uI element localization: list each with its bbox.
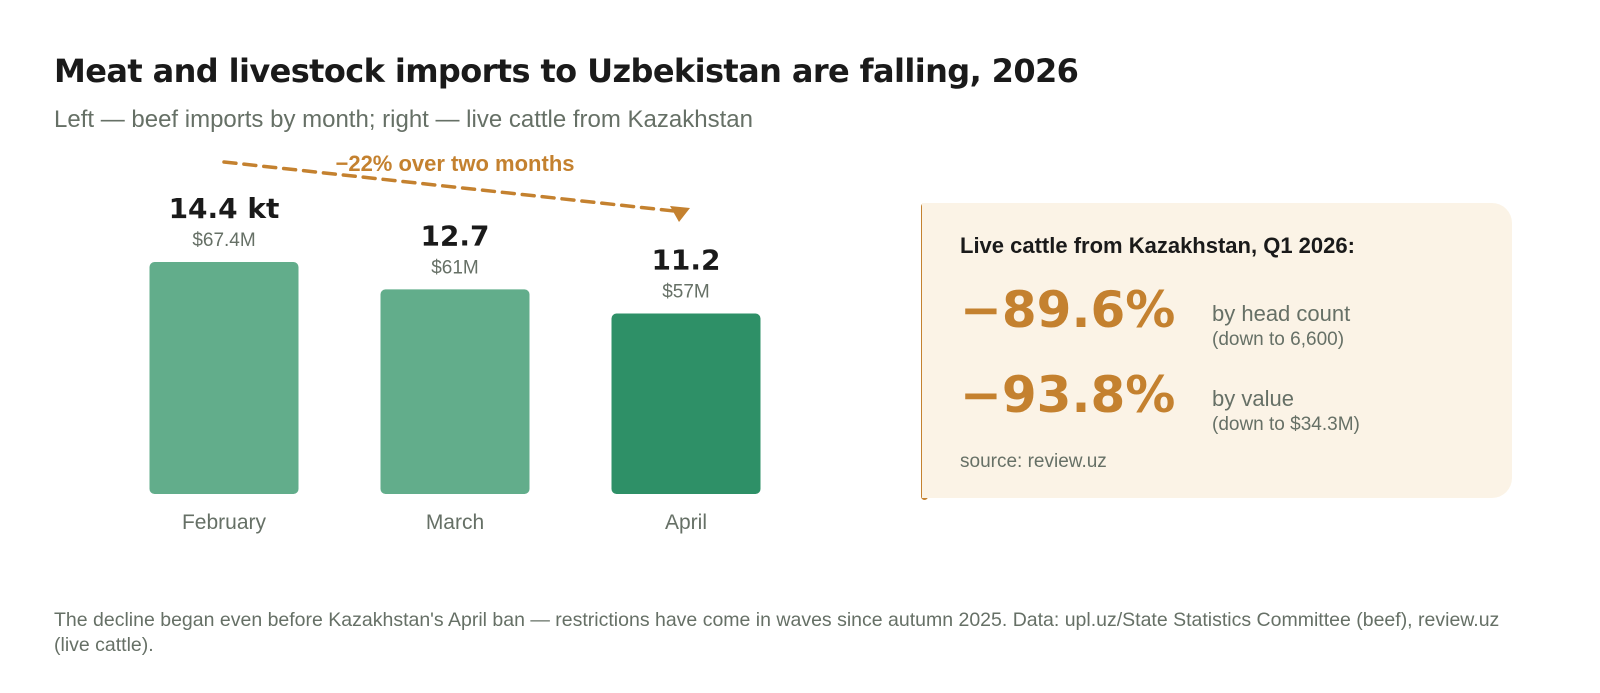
bar-value-label: 12.7 xyxy=(420,219,489,252)
x-tick-label: April xyxy=(665,511,707,534)
trend-arrow-head xyxy=(670,206,690,222)
bar-value-usd-label: $61M xyxy=(431,257,479,278)
chart-title: Meat and livestock imports to Uzbekistan… xyxy=(54,52,1079,90)
bar-value-label: 14.4 kt xyxy=(169,192,280,225)
panel-source: source: review.uz xyxy=(960,451,1107,472)
head-count-change: −89.6% xyxy=(960,281,1176,339)
head-count-label: by head count xyxy=(1212,301,1351,326)
x-tick-label: February xyxy=(182,511,267,534)
head-count-note: (down to 6,600) xyxy=(1212,329,1345,350)
value-note: (down to $34.3M) xyxy=(1212,414,1360,435)
beef-imports-bar-chart: $67.4M 14.4 kt February $61M 12.7 March $57M 11… xyxy=(149,151,761,534)
value-change: −93.8% xyxy=(960,366,1176,424)
trend-annotation: −22% over two months xyxy=(335,151,574,176)
bar-value-label: 11.2 xyxy=(651,244,720,277)
trend-arrow-line xyxy=(222,160,676,213)
footnote: The decline began even before Kazakhstan… xyxy=(54,609,1500,656)
panel-heading: Live cattle from Kazakhstan, Q1 2026: xyxy=(960,233,1355,258)
chart-subtitle: Left — beef imports by month; right — li… xyxy=(54,106,753,133)
bar-value-usd-label: $57M xyxy=(662,282,710,303)
bar-march xyxy=(380,289,530,494)
x-tick-label: March xyxy=(426,511,484,534)
value-label: by value xyxy=(1212,386,1294,411)
bar-february xyxy=(149,262,299,494)
live-cattle-panel: Live cattle from Kazakhstan, Q1 2026: −8… xyxy=(922,203,1512,498)
bar-value-usd-label: $67.4M xyxy=(192,230,255,251)
bar-april xyxy=(611,313,761,494)
